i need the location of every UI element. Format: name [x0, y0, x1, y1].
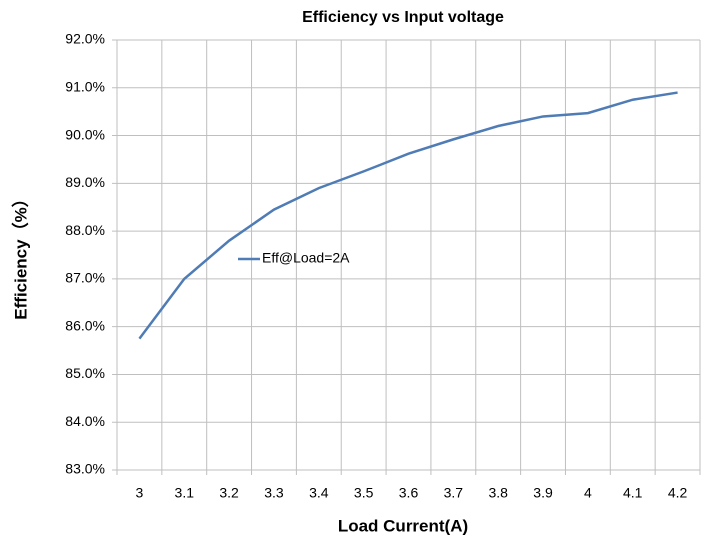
x-tick-label: 3.5 [354, 485, 374, 501]
x-tick-label: 4 [584, 485, 592, 501]
x-tick-label: 4.2 [668, 485, 688, 501]
chart-title: Efficiency vs Input voltage [302, 9, 504, 26]
y-tick-label: 88.0% [65, 222, 105, 238]
x-tick-label: 3.1 [175, 485, 195, 501]
y-tick-label: 89.0% [65, 174, 105, 190]
y-tick-label: 84.0% [65, 413, 105, 429]
x-tick-label: 3.9 [533, 485, 553, 501]
y-tick-label: 91.0% [65, 78, 105, 94]
x-axis-label: Load Current(A) [338, 516, 468, 535]
y-tick-label: 85.0% [65, 365, 105, 381]
y-tick-label: 87.0% [65, 270, 105, 286]
x-tick-label: 3 [136, 485, 144, 501]
x-tick-label: 4.1 [623, 485, 643, 501]
y-tick-label: 83.0% [65, 461, 105, 477]
y-tick-label: 86.0% [65, 317, 105, 333]
x-tick-label: 3.4 [309, 485, 329, 501]
legend-label: Eff@Load=2A [262, 250, 350, 266]
x-tick-label: 3.2 [219, 485, 239, 501]
y-tick-label: 92.0% [65, 31, 105, 47]
data-line [138, 91, 678, 340]
x-tick-label: 3.8 [488, 485, 508, 501]
y-axis-label: Efficiency（%） [10, 190, 30, 319]
x-tick-label: 3.7 [444, 485, 464, 501]
x-tick-label: 3.6 [399, 485, 419, 501]
y-tick-label: 90.0% [65, 126, 105, 142]
x-tick-label: 3.3 [264, 485, 284, 501]
